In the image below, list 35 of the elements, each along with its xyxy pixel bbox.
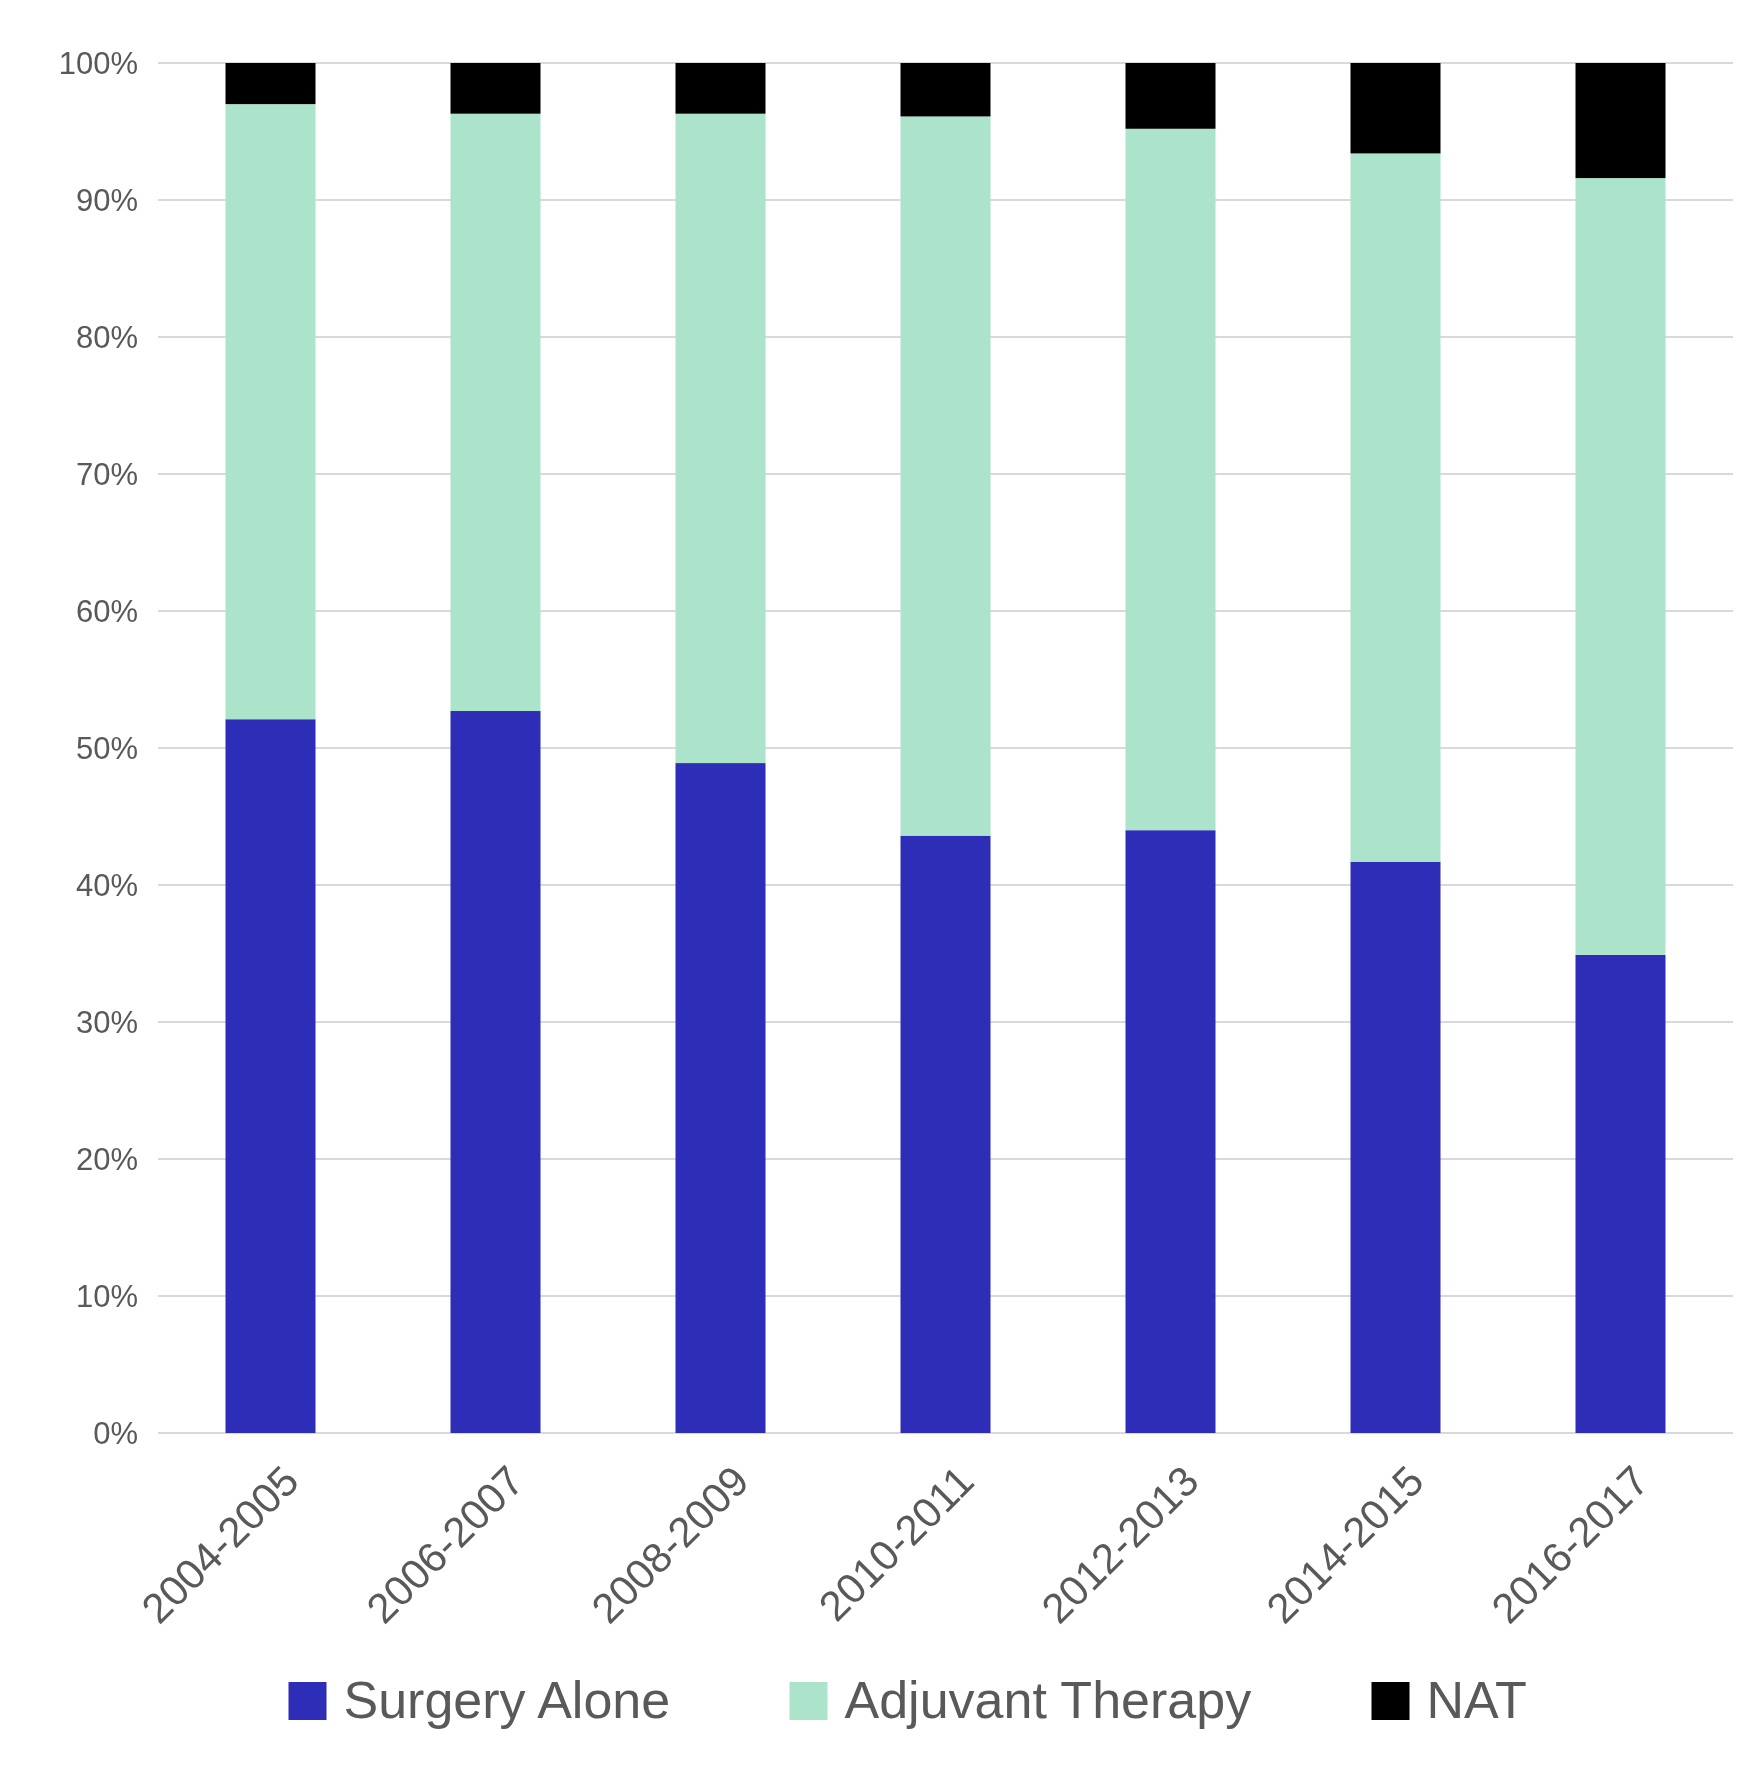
y-tick-label: 80% — [75, 319, 138, 355]
bar — [1350, 153, 1441, 862]
bar — [675, 113, 766, 764]
bar — [225, 63, 316, 105]
bar — [1350, 861, 1441, 1433]
bar — [225, 719, 316, 1433]
y-tick-label: 30% — [75, 1004, 138, 1040]
legend-label: Surgery Alone — [343, 1671, 671, 1729]
bar — [450, 711, 541, 1433]
y-tick-label: 90% — [75, 182, 138, 218]
bar — [450, 63, 541, 114]
bar — [900, 116, 991, 836]
y-tick-label: 100% — [58, 45, 138, 81]
bar — [900, 63, 991, 117]
bar — [675, 763, 766, 1433]
bar — [1125, 128, 1216, 831]
y-tick-label: 20% — [75, 1141, 138, 1177]
bar — [1575, 954, 1666, 1433]
y-tick-label: 0% — [93, 1415, 138, 1451]
y-tick-label: 60% — [75, 593, 138, 629]
y-tick-label: 40% — [75, 867, 138, 903]
bar — [450, 113, 541, 712]
y-tick-label: 70% — [75, 456, 138, 492]
bar — [1125, 830, 1216, 1433]
legend-label: Adjuvant Therapy — [844, 1671, 1252, 1729]
bar — [225, 104, 316, 720]
bar — [1125, 63, 1216, 129]
legend-label: NAT — [1426, 1671, 1527, 1729]
bar — [1350, 63, 1441, 154]
bar — [900, 835, 991, 1433]
bar — [675, 63, 766, 114]
bar — [1575, 178, 1666, 955]
y-tick-label: 10% — [75, 1278, 138, 1314]
y-tick-label: 50% — [75, 730, 138, 766]
bar — [1575, 63, 1666, 179]
